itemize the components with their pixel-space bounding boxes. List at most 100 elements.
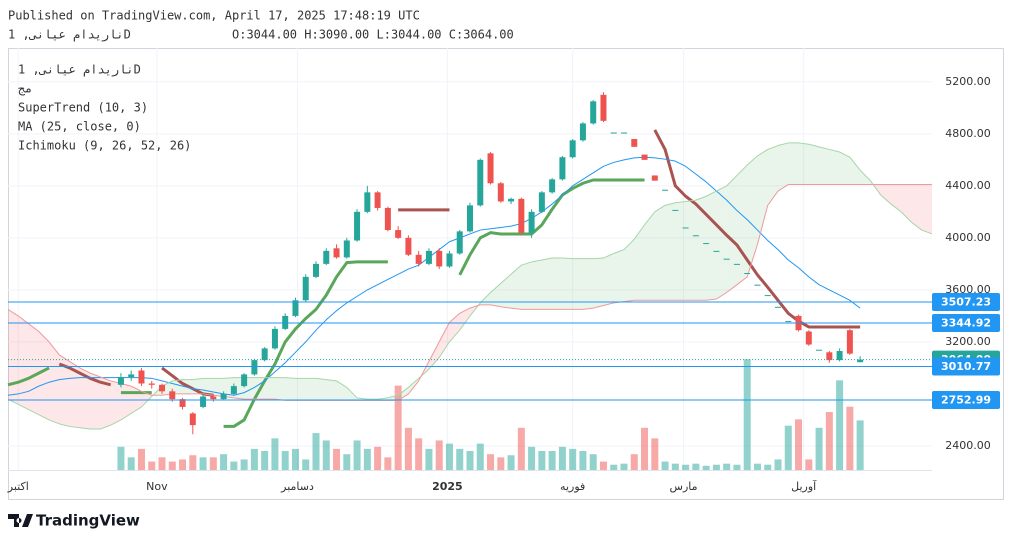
x-tick-label: مارس — [670, 480, 698, 493]
candle-body — [549, 179, 556, 193]
cloud — [736, 165, 748, 285]
volume-bar — [476, 443, 484, 470]
candle-body — [528, 211, 535, 233]
volume-bar — [712, 464, 720, 470]
cloud — [90, 373, 101, 430]
cloud — [79, 367, 91, 430]
cloud — [264, 377, 275, 400]
candle-body — [600, 94, 607, 121]
candle-body — [631, 139, 638, 147]
volume-bar — [322, 440, 330, 470]
cloud — [654, 205, 666, 301]
cloud — [336, 380, 347, 401]
candle-body — [477, 159, 484, 206]
candle-body — [282, 315, 289, 329]
cloud — [798, 142, 809, 185]
volume-bar — [538, 451, 546, 470]
cloud — [613, 249, 624, 303]
volume-bar — [815, 427, 823, 470]
x-tick-label: اکتبر — [7, 480, 29, 493]
volume-bar — [764, 464, 772, 470]
volume-bar — [158, 457, 166, 470]
ohlc: O:3044.00 H:3090.00 L:3044.00 C:3064.00 — [232, 28, 514, 42]
y-tick-label: 4000.00 — [945, 231, 991, 244]
candle-body — [241, 374, 248, 387]
candle-body — [559, 157, 566, 180]
y-tick-label: 4800.00 — [945, 127, 991, 140]
candle-body — [343, 240, 350, 258]
candle-body — [672, 209, 679, 211]
candle-body — [836, 351, 843, 361]
volume-bar — [343, 454, 351, 470]
volume-bar — [507, 455, 515, 470]
cloud — [695, 196, 707, 301]
volume-bar — [487, 454, 495, 470]
volume-bar — [445, 443, 453, 470]
volume-bar — [220, 454, 228, 470]
cloud — [552, 258, 563, 310]
volume-bar — [240, 459, 248, 470]
volume-bar — [137, 448, 145, 470]
volume-bar — [723, 463, 731, 470]
volume-bar — [702, 465, 710, 470]
volume-bar — [548, 451, 556, 470]
indicator-line — [58, 129, 861, 397]
candle-body — [662, 189, 669, 191]
candle-body — [744, 272, 751, 274]
volume-bar — [261, 451, 269, 470]
candle-body — [169, 391, 176, 400]
candle-body — [302, 276, 309, 301]
cloud — [18, 315, 29, 410]
volume-bar — [117, 446, 125, 470]
cloud — [819, 146, 830, 185]
cloud — [788, 142, 799, 185]
candle-body — [117, 377, 124, 385]
plot — [7, 48, 933, 470]
cloud — [28, 323, 39, 415]
candle-body — [271, 328, 278, 349]
cloud — [624, 239, 635, 302]
candle-body — [713, 250, 720, 252]
candle-body — [682, 227, 689, 229]
volume-bar — [743, 359, 751, 470]
y-tick-label: 4400.00 — [945, 179, 991, 192]
cloud — [274, 377, 286, 401]
cloud — [665, 202, 676, 301]
candle-body — [148, 383, 155, 385]
volume-bar — [384, 457, 392, 470]
volume-bar — [209, 457, 217, 470]
volume-bar — [558, 446, 566, 470]
candle-body — [179, 399, 186, 407]
cloud — [316, 378, 327, 401]
candle-body — [189, 413, 196, 426]
volume-bar — [610, 464, 618, 470]
volume-bar — [846, 406, 854, 470]
volume-bar — [230, 461, 238, 470]
level-label-box — [932, 292, 1000, 311]
indicator-line — [7, 178, 645, 428]
candle-body — [764, 295, 771, 297]
cloud — [901, 184, 912, 223]
candle-body — [590, 101, 597, 124]
cloud — [562, 258, 573, 310]
volume-bar — [435, 440, 443, 470]
candle-body — [374, 192, 381, 208]
legend-indicator: Ichimoku (9, 26, 52, 26) — [18, 139, 191, 153]
volume-bar — [692, 463, 700, 470]
volume-bar — [456, 448, 464, 470]
volume-bar — [179, 459, 187, 470]
volume-bar — [333, 448, 341, 470]
volume-bar — [394, 385, 402, 470]
candle-body — [538, 192, 545, 212]
candle-body — [436, 250, 443, 267]
candle-body — [775, 306, 781, 308]
level-label-box — [932, 357, 1000, 376]
candle-body — [733, 263, 740, 265]
volume-bar — [661, 461, 669, 470]
level-label-box — [932, 314, 1000, 333]
volume-bar — [733, 464, 741, 470]
candle-body — [261, 348, 268, 361]
candle-body — [313, 263, 319, 277]
